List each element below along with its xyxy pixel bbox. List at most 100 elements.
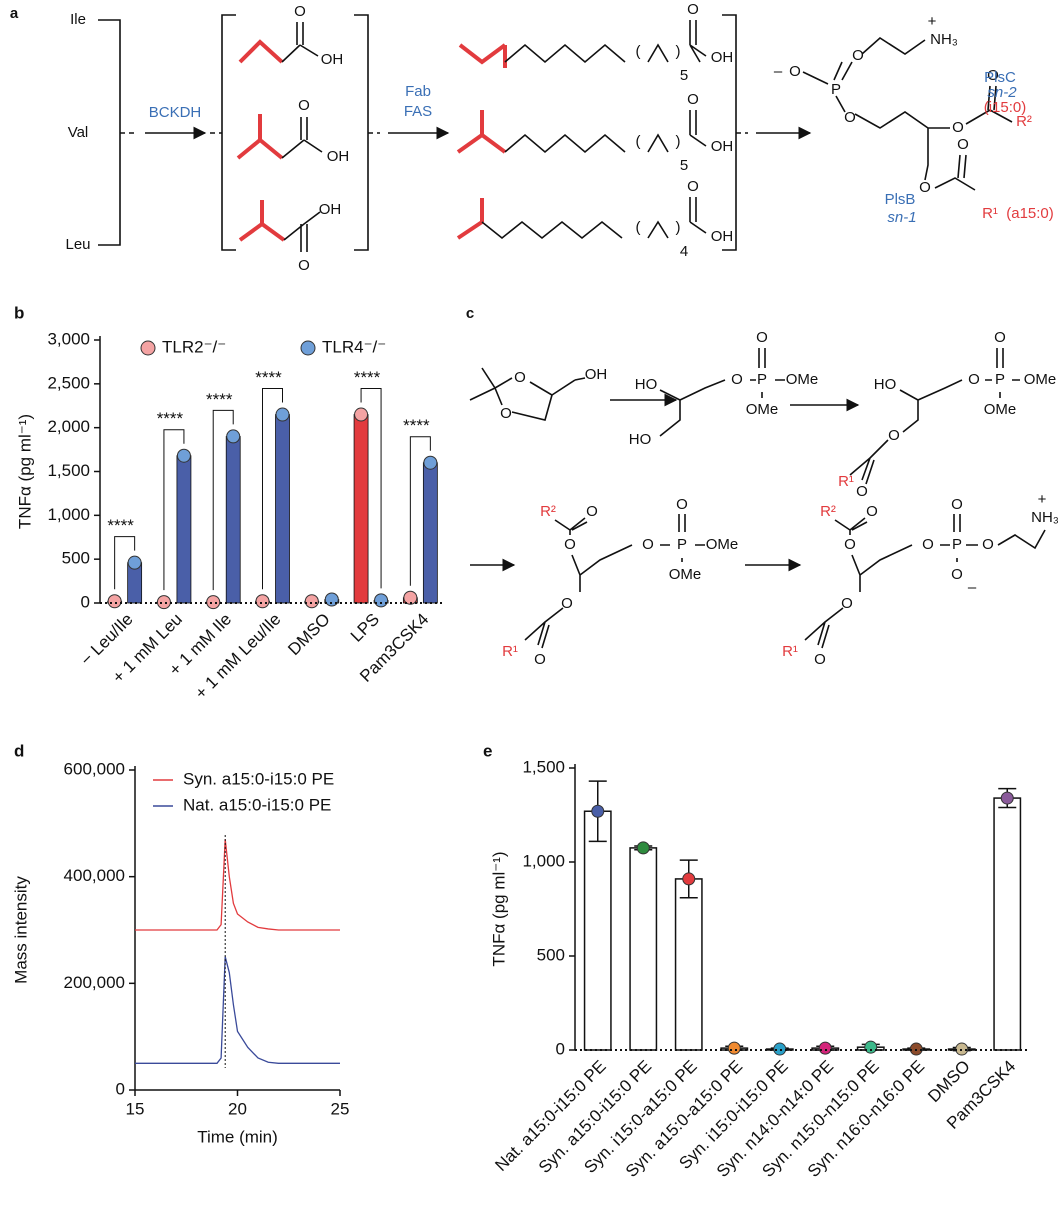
significance-label: **** — [255, 368, 282, 387]
panel-letter: b — [14, 303, 24, 322]
atom: P — [757, 371, 767, 388]
atom: ( — [636, 133, 641, 150]
atom: OMe — [669, 566, 702, 583]
line — [135, 956, 340, 1064]
x-tick-label: 25 — [331, 1099, 350, 1118]
atom: O — [500, 405, 512, 422]
atom: OMe — [706, 536, 739, 553]
legend-label: Syn. a15:0-i15:0 PE — [183, 769, 334, 788]
atom: O — [298, 97, 310, 114]
bar — [422, 462, 438, 604]
atom: HO — [874, 376, 897, 393]
data-point — [226, 429, 241, 444]
panel-a: a Ile Val Leu BCKDH O OH O OH OH O Fab F… — [10, 1, 1054, 274]
significance-bracket — [212, 409, 234, 591]
atom: O — [982, 536, 994, 553]
enzyme: PlsC — [984, 69, 1016, 86]
atom: OH — [711, 138, 734, 155]
atom: O — [561, 595, 573, 612]
bar — [353, 414, 369, 604]
atom: O — [856, 483, 868, 500]
atom: – — [774, 63, 783, 80]
bracket — [354, 14, 369, 251]
atom: O — [687, 91, 699, 108]
bond — [283, 211, 321, 252]
bar — [629, 847, 658, 1051]
x-tick-label: 20 — [228, 1099, 247, 1118]
atom: O — [642, 536, 654, 553]
atom: 5 — [680, 67, 688, 84]
atom: P — [831, 81, 841, 98]
atom: O — [844, 536, 856, 553]
atom: + — [1038, 491, 1047, 508]
atom: O — [922, 536, 934, 553]
y-tick-label: 400,000 — [64, 866, 125, 885]
significance-label: **** — [206, 390, 233, 409]
bar — [225, 436, 241, 604]
y-tick-label: 1,000 — [522, 851, 565, 870]
x-tick-label: DMSO — [284, 610, 333, 659]
significance-label: **** — [403, 416, 430, 435]
data-point — [636, 841, 650, 855]
atom: O — [841, 595, 853, 612]
bond — [804, 514, 1046, 649]
amino-acid: Val — [68, 124, 89, 141]
branch — [238, 39, 284, 64]
atom: O — [994, 329, 1006, 346]
atom: O — [676, 496, 688, 513]
data-point — [864, 1040, 878, 1054]
atom: O — [814, 651, 826, 668]
atom: HO — [629, 431, 652, 448]
data-point — [682, 872, 696, 886]
atom: OMe — [984, 401, 1017, 418]
atom: R¹ — [838, 473, 854, 490]
data-point — [727, 1041, 741, 1055]
branch — [238, 200, 286, 242]
significance-label: **** — [354, 368, 381, 387]
bracket — [98, 19, 121, 246]
significance-bracket — [114, 536, 136, 590]
legend-label: TLR2⁻/⁻ — [162, 337, 226, 356]
bond — [481, 197, 707, 240]
data-point — [206, 595, 221, 610]
y-tick-label: 2,000 — [47, 417, 90, 436]
atom: O — [968, 371, 980, 388]
data-point — [818, 1041, 832, 1055]
atom: O — [866, 503, 878, 520]
bar — [583, 810, 612, 1051]
bond — [504, 20, 707, 64]
atom: + — [928, 13, 937, 30]
x-tick-label: 15 — [126, 1099, 145, 1118]
atom: OH — [319, 201, 342, 218]
y-tick-label: 1,000 — [47, 505, 90, 524]
panel-letter: a — [10, 5, 19, 22]
atom: O — [789, 63, 801, 80]
branch — [456, 110, 507, 154]
y-tick-label: 0 — [81, 592, 90, 611]
atom: OMe — [1024, 371, 1057, 388]
data-point — [127, 555, 142, 570]
atom: O — [564, 536, 576, 553]
enzyme: Fab — [405, 83, 431, 100]
significance-label: **** — [107, 516, 134, 535]
significance-label: **** — [157, 409, 184, 428]
data-point — [591, 804, 605, 818]
atom: ) — [676, 43, 681, 60]
y-tick-label: 500 — [62, 549, 90, 568]
atom: OH — [711, 228, 734, 245]
panel-letter: d — [14, 741, 24, 760]
atom: O — [298, 257, 310, 274]
branch — [236, 114, 284, 160]
x-tick-label: + 1 mM Leu/Ile — [191, 610, 284, 703]
legend-marker — [300, 340, 316, 356]
y-axis-label: TNFα (pg ml⁻¹) — [15, 414, 34, 529]
significance-bracket — [409, 436, 431, 586]
data-point — [156, 595, 171, 610]
atom: O — [586, 503, 598, 520]
atom: O — [687, 178, 699, 195]
atom: R¹ — [982, 205, 998, 222]
data-point — [1000, 791, 1014, 805]
significance-bracket — [163, 429, 185, 591]
significance-bracket — [262, 388, 283, 590]
charts: 0 500 1,000 1,500 2,000 2,500 3,000 TNFα (pg ml… — [11, 303, 1030, 1181]
